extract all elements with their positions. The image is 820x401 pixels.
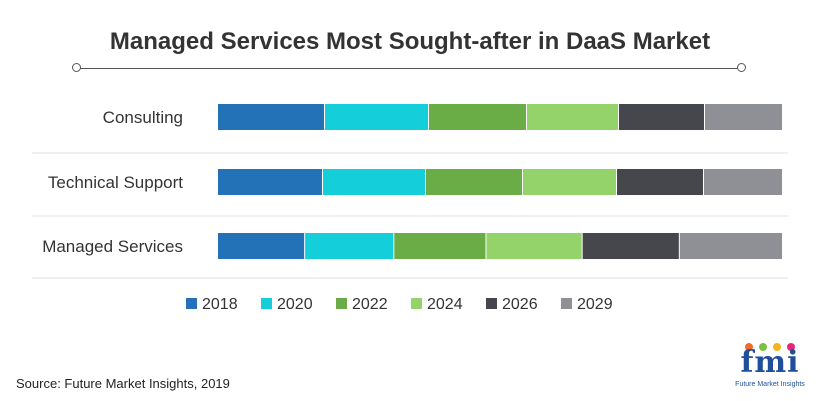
bar-segment-2022 bbox=[429, 104, 526, 130]
chart-title: Managed Services Most Sought-after in Da… bbox=[109, 28, 711, 55]
legend-swatch-2022 bbox=[336, 298, 347, 309]
source-note: Source: Future Market Insights, 2019 bbox=[16, 376, 230, 391]
title-divider bbox=[76, 68, 744, 69]
legend-label-2026: 2026 bbox=[502, 296, 538, 313]
bar-segment-2022 bbox=[426, 169, 522, 195]
bar-segment-2024 bbox=[527, 104, 618, 130]
category-label: Managed Services bbox=[42, 237, 183, 256]
legend-swatch-2029 bbox=[561, 298, 572, 309]
bar-segment-2022 bbox=[394, 233, 486, 259]
logo-caption: Future Market Insights bbox=[735, 381, 805, 388]
bar-segment-2024 bbox=[486, 233, 582, 259]
legend-swatch-2018 bbox=[186, 298, 197, 309]
legend-swatch-2020 bbox=[261, 298, 272, 309]
logo-wordmark: fmi bbox=[740, 345, 800, 380]
bar-segment-2029 bbox=[705, 104, 782, 130]
fmi-logo: fmi Future Market Insights bbox=[725, 343, 815, 395]
bar-segment-2026 bbox=[619, 104, 704, 130]
legend-label-2020: 2020 bbox=[277, 296, 313, 313]
legend-label-2018: 2018 bbox=[202, 296, 238, 313]
bar-segment-2029 bbox=[704, 169, 782, 195]
bar-segment-2020 bbox=[323, 169, 425, 195]
bar-segment-2020 bbox=[325, 104, 428, 130]
category-label: Consulting bbox=[103, 108, 183, 127]
legend-label-2022: 2022 bbox=[352, 296, 388, 313]
divider-left-dot bbox=[72, 63, 81, 72]
bar-segment-2029 bbox=[679, 233, 782, 259]
legend-label-2029: 2029 bbox=[577, 296, 613, 313]
legend-swatch-2026 bbox=[486, 298, 497, 309]
divider-right-dot bbox=[737, 63, 746, 72]
legend-swatch-2024 bbox=[411, 298, 422, 309]
stacked-bar-chart: Consulting Technical Support Managed Servi… bbox=[32, 104, 788, 313]
bar-segment-2018 bbox=[218, 104, 324, 130]
bar-segment-2020 bbox=[305, 233, 394, 259]
bar-segment-2026 bbox=[617, 169, 703, 195]
bar-segment-2018 bbox=[218, 169, 322, 195]
bar-segment-2026 bbox=[582, 233, 679, 259]
logo-dots-icon bbox=[745, 343, 795, 351]
bar-segment-2018 bbox=[218, 233, 305, 259]
category-label: Technical Support bbox=[48, 173, 183, 192]
bar-segment-2024 bbox=[523, 169, 616, 195]
legend-label-2024: 2024 bbox=[427, 296, 463, 313]
